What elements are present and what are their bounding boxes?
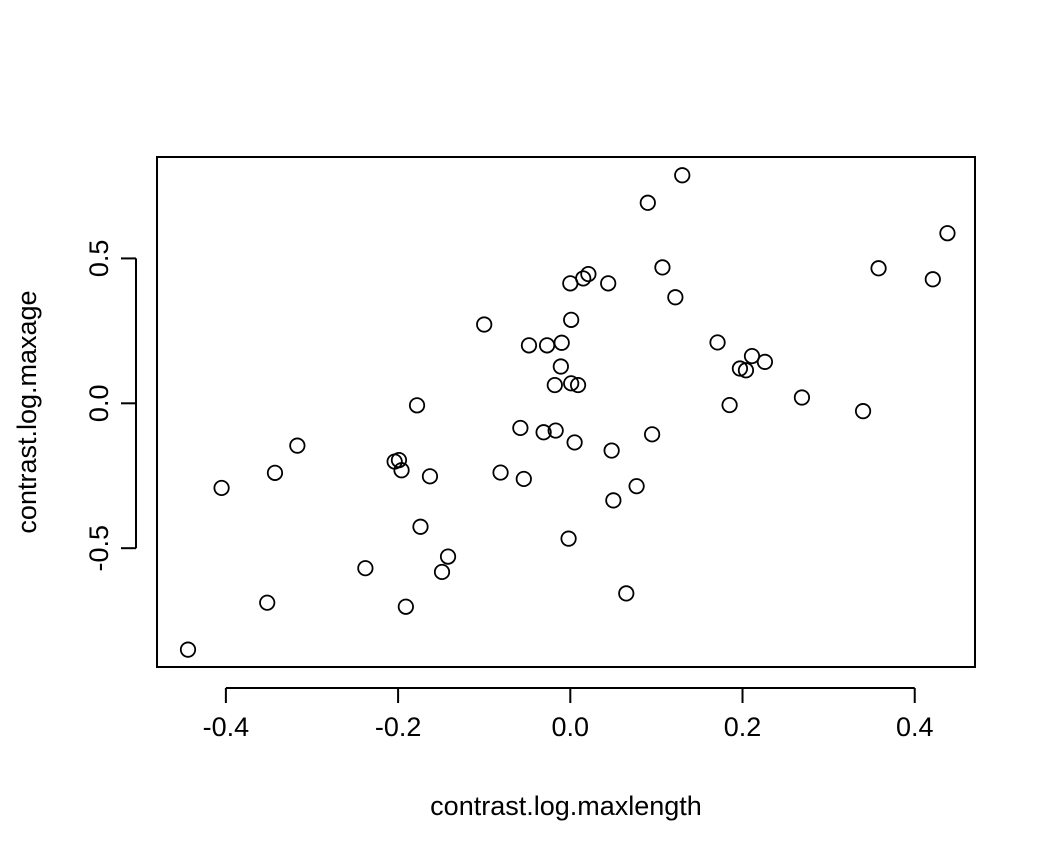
y-tick-label: -0.5 <box>84 525 114 572</box>
data-point <box>743 347 761 365</box>
data-point <box>569 376 587 394</box>
data-point <box>575 270 592 287</box>
x-tick-label: -0.2 <box>375 712 422 742</box>
data-point <box>721 396 738 414</box>
data-point <box>563 375 580 392</box>
data-point <box>408 397 426 414</box>
data-point <box>674 167 691 184</box>
data-point <box>546 376 563 394</box>
data-point <box>924 271 941 288</box>
data-point <box>476 316 493 333</box>
y-tick-label: 0.0 <box>84 385 114 423</box>
data-point <box>563 311 580 328</box>
data-point <box>580 265 597 283</box>
data-point <box>433 563 451 581</box>
x-axis: -0.4 -0.2 0.0 0.2 0.4 <box>203 687 934 742</box>
data-point <box>259 594 276 611</box>
data-point <box>854 403 872 420</box>
x-tick-label: 0.0 <box>552 712 590 742</box>
data-point <box>709 334 726 351</box>
data-point <box>618 585 635 602</box>
data-point <box>639 194 656 211</box>
data-point <box>566 434 583 451</box>
data-point <box>439 548 457 565</box>
data-point <box>289 437 306 454</box>
data-point <box>421 468 439 485</box>
data-point <box>397 598 414 615</box>
data-point <box>731 360 749 377</box>
x-tick-label: 0.2 <box>724 712 762 742</box>
data-point <box>605 492 622 509</box>
y-tick-label: 0.5 <box>84 240 114 278</box>
data-point <box>870 260 887 277</box>
data-point <box>737 362 755 379</box>
data-point <box>213 479 230 497</box>
data-point <box>560 530 577 547</box>
data-point <box>552 358 569 375</box>
data-point <box>939 225 956 242</box>
data-point <box>390 452 408 469</box>
data-point <box>357 560 374 577</box>
data-points <box>179 167 956 658</box>
x-axis-title: contrast.log.maxlength <box>430 791 702 821</box>
data-point <box>512 419 529 437</box>
data-point <box>603 442 620 459</box>
y-axis-title: contrast.log.maxage <box>12 290 42 533</box>
x-tick-label: -0.4 <box>203 712 250 742</box>
data-point <box>600 275 617 292</box>
data-point <box>266 464 284 481</box>
data-point <box>667 289 684 306</box>
data-point <box>644 426 661 443</box>
data-point <box>538 337 556 354</box>
data-point <box>393 462 410 479</box>
data-point <box>654 259 671 276</box>
data-point <box>179 641 197 658</box>
data-point <box>793 389 811 406</box>
data-point <box>520 337 538 354</box>
data-point <box>553 334 570 351</box>
x-tick-label: 0.4 <box>896 712 934 742</box>
data-point <box>756 353 774 370</box>
data-point <box>492 464 509 481</box>
data-point <box>535 424 552 441</box>
data-point <box>412 518 429 535</box>
y-axis: -0.5 0.0 0.5 <box>84 240 137 572</box>
plot-area-frame <box>156 156 976 668</box>
data-point <box>515 470 532 488</box>
data-point <box>628 478 645 495</box>
data-point <box>547 422 564 439</box>
